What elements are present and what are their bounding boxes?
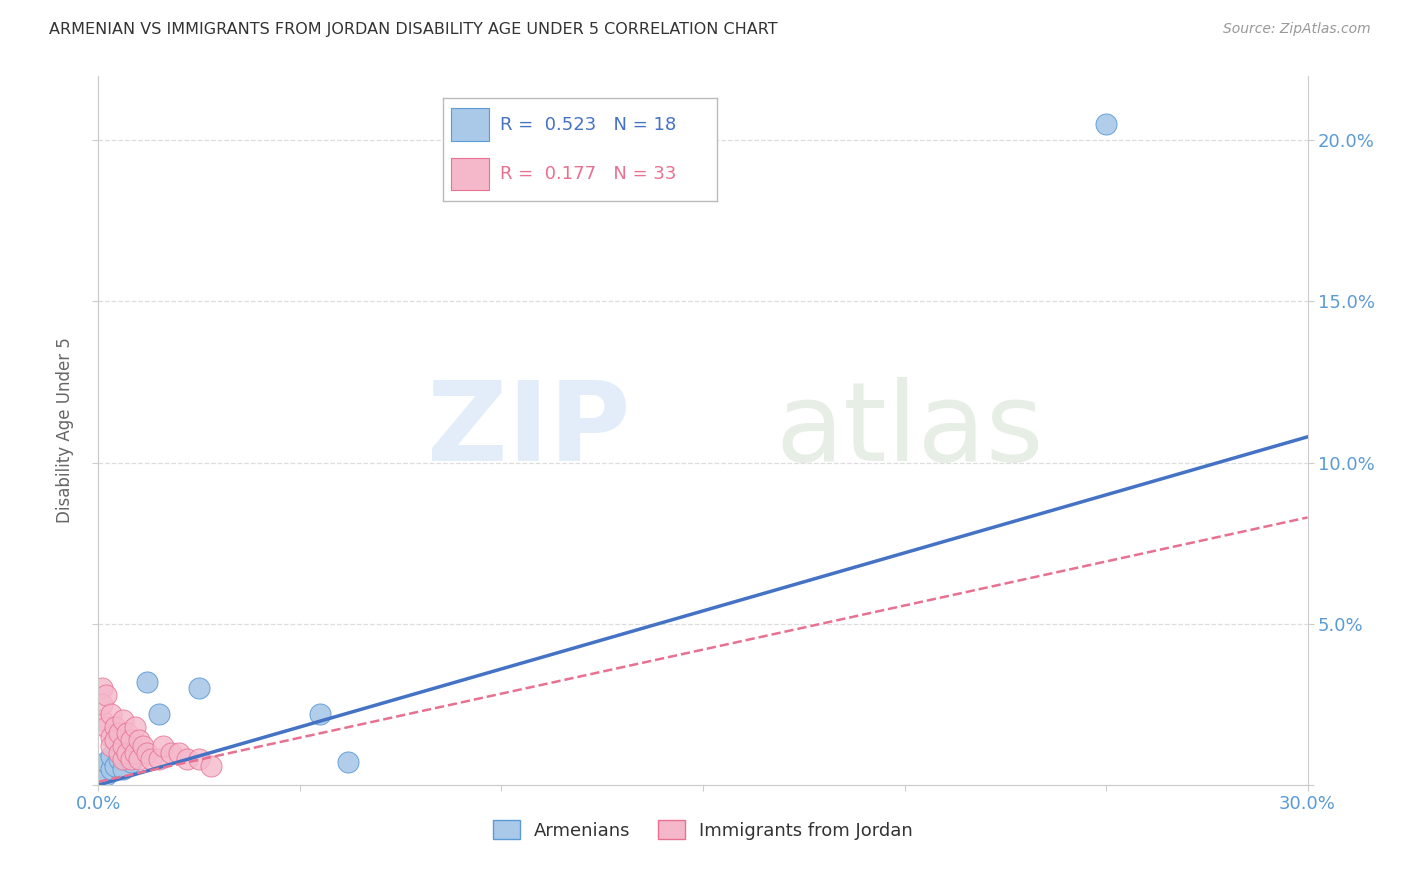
Point [103, 758, 125, 772]
Point [107, 746, 129, 760]
Point [96, 688, 118, 702]
Point [148, 752, 170, 766]
Point [160, 746, 183, 760]
Point [124, 720, 146, 734]
Point [124, 746, 146, 760]
Point [135, 746, 157, 760]
Text: ARMENIAN VS IMMIGRANTS FROM JORDAN DISABILITY AGE UNDER 5 CORRELATION CHART: ARMENIAN VS IMMIGRANTS FROM JORDAN DISAB… [49, 22, 778, 37]
Point [91, 681, 114, 696]
Point [91, 758, 114, 772]
Point [115, 746, 138, 760]
Point [128, 752, 150, 766]
Text: atlas: atlas [776, 377, 1045, 483]
Point [115, 726, 138, 740]
Point [91, 765, 114, 780]
Point [111, 752, 134, 766]
Point [111, 739, 134, 754]
Point [128, 746, 150, 760]
Point [103, 720, 125, 734]
Point [188, 752, 211, 766]
Point [107, 752, 129, 766]
Point [100, 730, 122, 744]
Point [120, 756, 142, 770]
Point [96, 768, 118, 782]
Point [91, 714, 114, 728]
Point [128, 732, 150, 747]
Point [96, 720, 118, 734]
Bar [451, 158, 489, 190]
Point [176, 752, 198, 766]
Point [148, 706, 170, 721]
Point [96, 756, 118, 770]
Point [337, 756, 360, 770]
Y-axis label: Disability Age Under 5: Disability Age Under 5 [56, 337, 75, 524]
Point [167, 746, 190, 760]
Legend: Armenians, Immigrants from Jordan: Armenians, Immigrants from Jordan [485, 813, 921, 847]
Point [1095, 117, 1118, 131]
Text: R =  0.177   N = 33: R = 0.177 N = 33 [501, 165, 676, 183]
Point [139, 752, 162, 766]
Point [100, 706, 122, 721]
Point [200, 758, 222, 772]
Text: R =  0.523   N = 18: R = 0.523 N = 18 [501, 116, 676, 134]
Point [120, 732, 142, 747]
Point [100, 739, 122, 754]
Point [152, 739, 174, 754]
Point [115, 746, 138, 760]
Text: Source: ZipAtlas.com: Source: ZipAtlas.com [1223, 22, 1371, 37]
Bar [451, 108, 489, 141]
Point [111, 714, 134, 728]
Text: ZIP: ZIP [427, 377, 630, 483]
Point [111, 762, 134, 776]
Point [120, 752, 142, 766]
Point [132, 739, 155, 754]
Point [107, 726, 129, 740]
Point [103, 732, 125, 747]
Point [188, 681, 211, 696]
Point [100, 748, 122, 763]
Point [135, 674, 157, 689]
Point [309, 706, 332, 721]
Point [91, 698, 114, 712]
Point [100, 762, 122, 776]
